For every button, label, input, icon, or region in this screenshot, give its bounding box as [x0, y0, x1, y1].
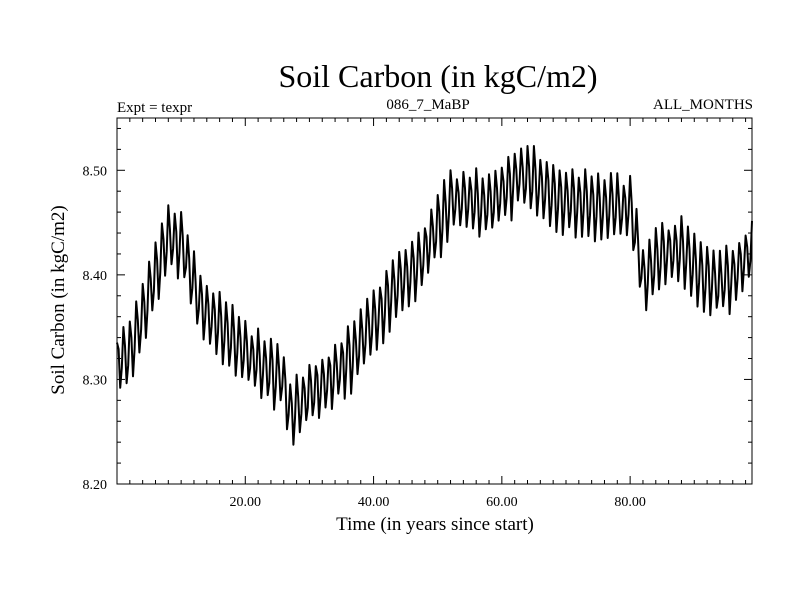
period-label: 086_7_MaBP	[386, 97, 469, 113]
y-tick-label: 8.20	[83, 478, 108, 493]
x-tick-label: 40.00	[358, 495, 390, 510]
chart-title: Soil Carbon (in kgC/m2)	[278, 58, 597, 94]
y-tick-label: 8.50	[83, 164, 108, 179]
y-tick-label: 8.30	[83, 373, 108, 388]
x-axis-label: Time (in years since start)	[336, 514, 534, 535]
months-label: ALL_MONTHS	[653, 97, 753, 113]
soil-carbon-series-line	[116, 145, 753, 446]
y-axis-label: Soil Carbon (in kgC/m2)	[48, 205, 69, 394]
experiment-label: Expt = texpr	[117, 100, 192, 116]
x-axis-ticks: 20.00 40.00 60.00 80.00	[129, 118, 747, 510]
y-tick-label: 8.40	[83, 269, 108, 284]
x-tick-label: 60.00	[486, 495, 518, 510]
plot-frame	[116, 117, 753, 485]
x-tick-label: 80.00	[614, 495, 646, 510]
x-tick-label: 20.00	[230, 495, 262, 510]
y-axis-ticks: 8.20 8.30 8.40 8.50	[83, 127, 752, 493]
